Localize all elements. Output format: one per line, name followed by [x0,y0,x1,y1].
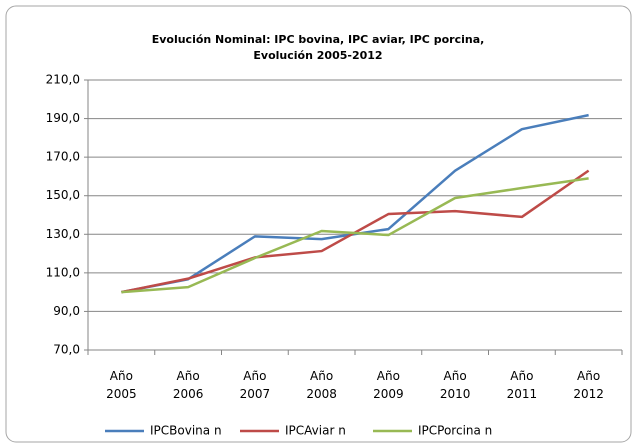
x-tick-line: Año [177,369,200,383]
x-tick-line: 2006 [173,387,204,401]
x-tick-line: 2007 [240,387,271,401]
x-tick-label: Año 2006 [173,369,204,401]
y-tick-label: 190,0 [46,111,80,125]
y-tick-label: 110,0 [46,265,80,279]
legend-label: IPCPorcina n [418,424,492,438]
x-tick-label: Año 2007 [240,369,271,401]
x-tick-label: Año 2011 [507,369,538,401]
x-tick-line: 2005 [106,387,137,401]
y-tick-label: 150,0 [46,188,80,202]
x-tick-label: Año 2005 [106,369,137,401]
x-tick-line: 2012 [573,387,604,401]
x-tick-line: 2009 [373,387,404,401]
x-tick-line: Año [243,369,266,383]
x-tick-line: Año [377,369,400,383]
y-tick-label: 210,0 [46,73,80,87]
y-tick-label: 130,0 [46,227,80,241]
legend-label: IPCAviar n [285,424,346,438]
x-tick-label: Año 2012 [573,369,604,401]
y-tick-label: 70,0 [53,343,80,357]
series-line [121,177,589,294]
x-tick-line: Año [444,369,467,383]
y-tick-label: 90,0 [53,304,80,318]
x-tick-line: 2008 [306,387,337,401]
x-tick-label: Año 2008 [306,369,337,401]
chart-title: Evolución Nominal: IPC bovina, IPC aviar… [152,33,485,46]
chart-border [5,5,632,443]
x-tick-line: Año [110,369,133,383]
x-tick-line: Año [310,369,333,383]
y-tick-label: 170,0 [46,150,80,164]
chart-title: Evolución 2005-2012 [253,49,382,62]
x-tick-label: Año 2010 [440,369,471,401]
legend-label: IPCBovina n [150,424,222,438]
x-tick-line: Año [577,369,600,383]
x-tick-line: 2010 [440,387,471,401]
x-tick-line: 2011 [507,387,538,401]
x-tick-label: Año 2009 [373,369,404,401]
x-tick-line: Año [510,369,533,383]
